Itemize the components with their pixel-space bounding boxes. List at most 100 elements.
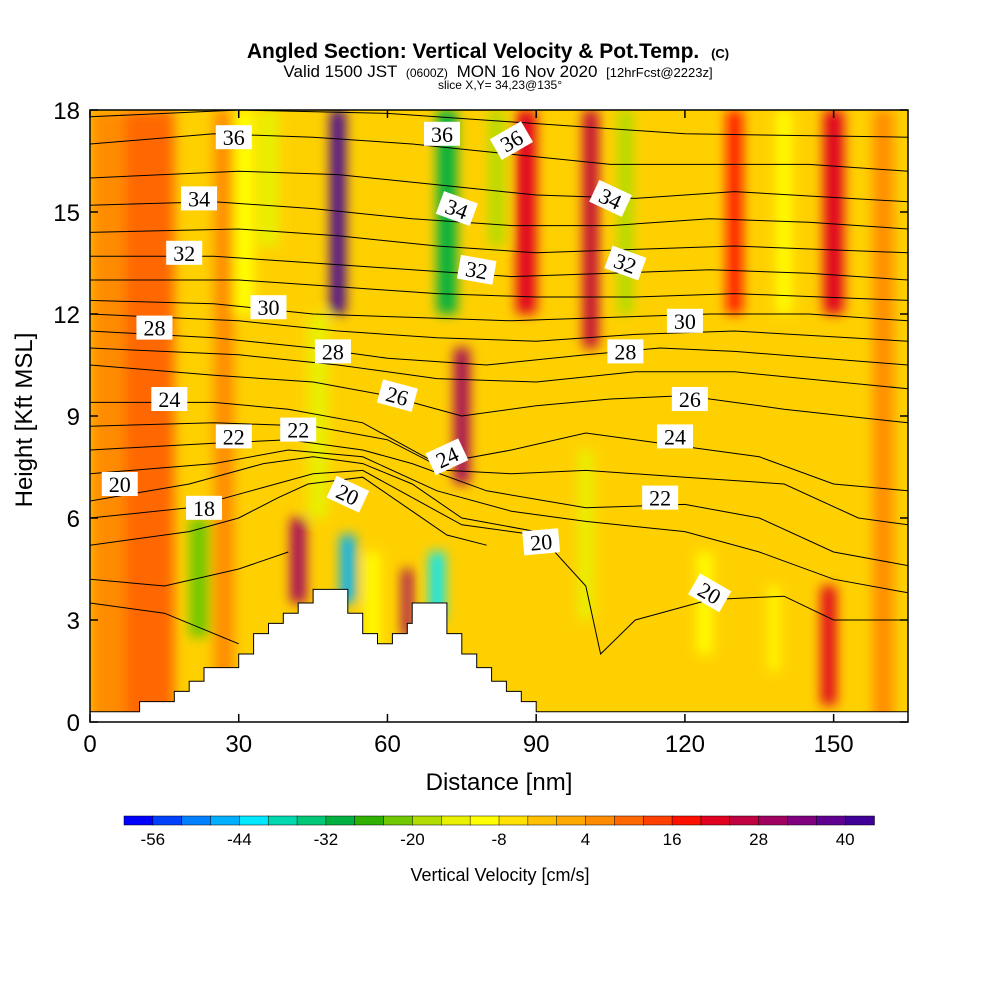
y-axis-label: Height [Kft MSL] — [11, 333, 38, 508]
contour-label-box — [151, 387, 188, 411]
velocity-cell — [578, 450, 594, 620]
x-tick-label: 150 — [814, 731, 854, 758]
contour-label-box — [215, 424, 252, 449]
theta-contour-line — [90, 401, 908, 492]
theta-contour-line — [90, 330, 908, 366]
colorbar-swatch — [758, 815, 789, 826]
colorbar-swatch — [816, 815, 846, 826]
subtitle-prefix: Valid 1500 JST — [283, 62, 397, 81]
colorbar-swatch — [527, 815, 558, 826]
chart-title: Angled Section: Vertical Velocity & Pot.… — [247, 40, 729, 63]
velocity-cell — [330, 110, 346, 314]
colorbar-swatch — [412, 815, 443, 826]
contour-label-text: 32 — [464, 256, 490, 284]
colorbar-swatch — [152, 815, 183, 826]
contour-label: 28 — [136, 315, 173, 341]
contour-label-box — [671, 387, 708, 411]
colorbar-swatch — [787, 815, 818, 826]
theta-contour-line — [90, 299, 908, 322]
contour-label-box — [688, 573, 732, 613]
contour-label: 30 — [250, 295, 287, 320]
contour-label-box — [666, 308, 703, 333]
contour-label-box — [607, 339, 644, 364]
contour-label-box — [181, 186, 218, 211]
y-tick-label: 9 — [67, 404, 80, 431]
colorbar-swatch — [642, 815, 673, 826]
y-tick-label: 18 — [53, 98, 80, 125]
velocity-cell — [308, 314, 328, 518]
theta-contour-line — [90, 422, 908, 526]
colorbar-tick-label: -56 — [141, 830, 166, 849]
contour-label-box — [166, 240, 203, 265]
y-tick-label: 12 — [53, 302, 80, 329]
x-tick-label: 90 — [523, 731, 550, 758]
theta-contour-line — [90, 228, 908, 254]
velocity-cell — [776, 110, 792, 314]
velocity-cell — [290, 518, 306, 603]
colorbar-tick-label: -32 — [314, 830, 339, 849]
chart-title-main: Angled Section: Vertical Velocity & Pot.… — [247, 40, 699, 63]
theta-contour-line — [90, 170, 908, 203]
colorbar-ticks: -56 -44 -32 -20 -8 4 16 28 40 — [141, 830, 855, 849]
theta-contour-line — [90, 602, 239, 645]
contour-label: 22 — [642, 485, 679, 511]
y-tick-label: 15 — [53, 200, 80, 227]
colorbar-swatch — [354, 815, 385, 826]
contour-label: 20 — [522, 528, 561, 556]
contour-label-box — [642, 485, 679, 510]
velocity-cell — [821, 586, 837, 705]
velocity-cell — [213, 110, 234, 722]
contour-label-box — [215, 125, 252, 150]
contour-label-box — [423, 121, 460, 146]
contour-label-box — [489, 121, 533, 160]
velocity-cell — [189, 518, 209, 637]
theta-contour-line — [90, 364, 908, 424]
contour-label-text: 28 — [614, 339, 636, 364]
velocity-cell — [873, 110, 894, 722]
contour-label-box — [656, 424, 693, 449]
velocity-cell — [258, 110, 279, 246]
contour-label-box — [456, 254, 497, 285]
velocity-cell — [402, 569, 413, 637]
y-tick-label: 0 — [67, 710, 80, 737]
contour-label: 26 — [376, 379, 418, 412]
velocity-cell — [516, 110, 537, 314]
velocity-cell — [769, 586, 780, 671]
colorbar-tick-label: 40 — [836, 830, 855, 849]
slice-label: slice X,Y= 34,23@135° — [438, 78, 562, 92]
contour-label-box — [604, 245, 647, 281]
contour-label-text: 22 — [649, 486, 671, 511]
y-axis-ticks: 0 36 9 12 15 18 — [53, 98, 908, 737]
contour-label: 36 — [215, 125, 252, 150]
contour-label: 24 — [151, 387, 188, 412]
contour-label: 36 — [423, 121, 460, 147]
contour-label-box — [435, 191, 478, 227]
velocity-cell — [365, 552, 381, 654]
colorbar-swatch — [210, 815, 241, 826]
contour-label-box — [250, 295, 287, 320]
chart-title-suffix: (C) — [711, 46, 729, 61]
contour-label-text: 36 — [223, 125, 245, 150]
x-tick-label: 60 — [374, 731, 401, 758]
theta-contour-line — [90, 201, 908, 230]
contour-label-box — [280, 417, 317, 442]
colorbar-tick-label: 16 — [663, 830, 682, 849]
contour-label-text: 20 — [529, 529, 553, 556]
subtitle-fcst: [12hrFcst@2223z] — [606, 65, 712, 80]
contour-label-text: 22 — [223, 424, 245, 449]
colorbar-swatch — [556, 815, 587, 826]
contour-label-text: 28 — [322, 339, 344, 364]
contour-label-text: 28 — [143, 316, 165, 341]
contour-label-box — [314, 339, 351, 364]
x-axis-label: Distance [nm] — [426, 769, 573, 796]
colorbar-swatch — [469, 815, 500, 826]
contour-label-text: 36 — [431, 122, 453, 147]
theta-contour-line — [90, 110, 908, 138]
colorbar-swatch — [441, 815, 471, 826]
contour-label: 22 — [280, 417, 317, 443]
x-tick-label: 30 — [225, 731, 252, 758]
velocity-cell — [124, 110, 175, 722]
colorbar-swatch — [844, 815, 875, 826]
theta-contour-line — [90, 279, 908, 301]
